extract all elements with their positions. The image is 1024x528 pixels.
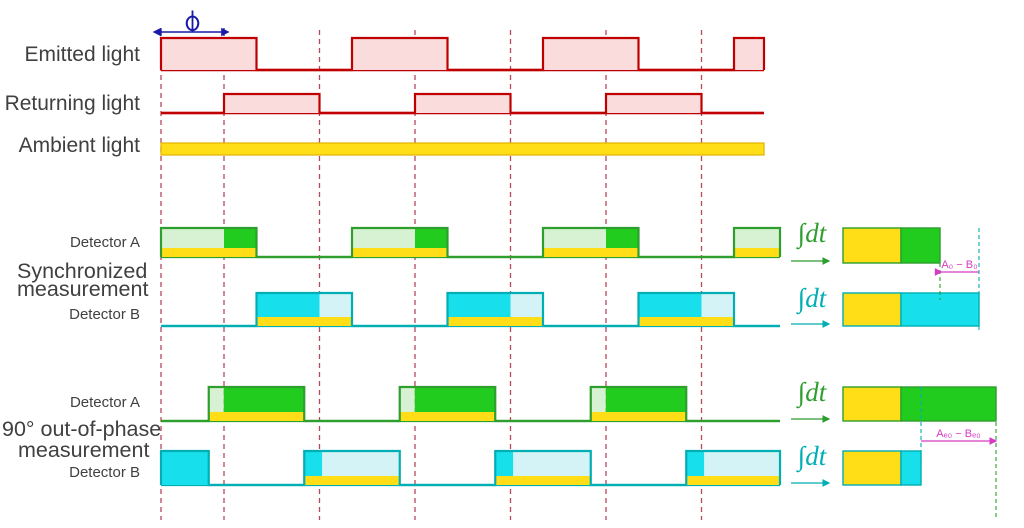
svg-text:measurement: measurement	[18, 438, 149, 462]
svg-text:Ambient light: Ambient light	[19, 134, 141, 157]
svg-text:measurement: measurement	[17, 277, 148, 301]
svg-text:∫dt: ∫dt	[796, 218, 828, 250]
svg-text:A₀ − B₀: A₀ − B₀	[941, 259, 977, 271]
svg-text:Aₑ₀ − Bₑ₀: Aₑ₀ − Bₑ₀	[936, 428, 981, 440]
svg-text:Detector B: Detector B	[69, 464, 140, 481]
svg-text:Detector B: Detector B	[69, 306, 140, 323]
svg-text:∫dt: ∫dt	[796, 441, 828, 473]
svg-text:Detector A: Detector A	[70, 394, 140, 411]
svg-text:Emitted light: Emitted light	[24, 43, 140, 66]
svg-text:Detector A: Detector A	[70, 234, 140, 251]
svg-text:∫dt: ∫dt	[796, 283, 828, 315]
svg-text:Returning light: Returning light	[5, 92, 141, 115]
svg-text:∫dt: ∫dt	[796, 377, 828, 409]
